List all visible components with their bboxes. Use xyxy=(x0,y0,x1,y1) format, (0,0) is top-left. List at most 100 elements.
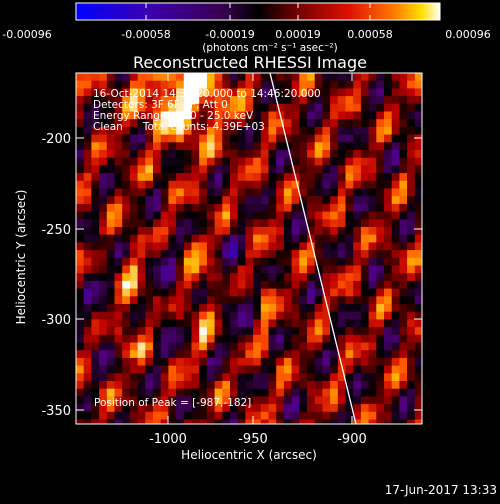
image-pixel xyxy=(99,311,108,320)
image-pixel xyxy=(160,142,169,151)
image-pixel xyxy=(83,373,92,382)
image-pixel xyxy=(183,234,192,243)
image-pixel xyxy=(176,126,185,135)
image-pixel xyxy=(345,296,354,305)
image-pixel xyxy=(191,327,200,336)
image-pixel xyxy=(407,350,416,359)
image-pixel xyxy=(391,150,400,158)
image-pixel xyxy=(268,103,277,112)
image-pixel xyxy=(137,157,146,166)
image-pixel xyxy=(191,96,200,105)
image-pixel xyxy=(145,142,154,151)
image-pixel xyxy=(230,273,238,282)
image-pixel xyxy=(368,173,377,182)
image-pixel xyxy=(245,211,254,220)
image-pixel xyxy=(214,80,223,89)
image-pixel xyxy=(214,150,223,158)
image-pixel xyxy=(314,334,323,343)
image-pixel xyxy=(245,150,254,158)
image-pixel xyxy=(376,396,385,405)
image-pixel xyxy=(407,134,416,143)
image-pixel xyxy=(91,381,100,389)
image-pixel xyxy=(368,365,377,374)
image-pixel xyxy=(368,165,377,174)
image-pixel xyxy=(414,357,422,366)
image-pixel xyxy=(145,203,154,212)
image-pixel xyxy=(407,203,416,212)
image-pixel xyxy=(291,257,300,266)
image-pixel xyxy=(230,350,238,359)
image-pixel xyxy=(299,404,308,413)
image-pixel xyxy=(360,288,369,297)
image-pixel xyxy=(76,404,84,413)
image-pixel xyxy=(153,180,161,189)
image-pixel xyxy=(106,319,115,328)
image-pixel xyxy=(168,273,177,282)
image-pixel xyxy=(322,227,331,235)
image-pixel xyxy=(345,203,354,212)
image-pixel xyxy=(299,319,308,328)
image-pixel xyxy=(399,265,408,274)
image-pixel xyxy=(206,404,215,413)
image-pixel xyxy=(391,319,400,328)
image-pixel xyxy=(91,265,100,274)
image-pixel xyxy=(299,350,308,359)
image-pixel xyxy=(183,334,192,343)
image-pixel xyxy=(368,219,377,228)
image-pixel xyxy=(291,396,300,405)
image-pixel xyxy=(91,219,100,228)
image-pixel xyxy=(230,211,238,220)
image-pixel xyxy=(114,188,123,197)
image-pixel xyxy=(314,280,323,289)
image-pixel xyxy=(106,80,115,89)
image-pixel xyxy=(376,203,385,212)
image-pixel xyxy=(360,381,369,389)
image-pixel xyxy=(299,288,308,297)
image-pixel xyxy=(137,188,146,197)
image-pixel xyxy=(237,396,246,405)
image-pixel xyxy=(99,196,108,205)
image-pixel xyxy=(199,157,208,166)
image-pixel xyxy=(345,157,354,166)
image-pixel xyxy=(160,250,169,259)
image-pixel xyxy=(222,350,231,359)
image-pixel xyxy=(114,88,123,97)
image-pixel xyxy=(222,381,231,389)
image-pixel xyxy=(345,88,354,97)
image-pixel xyxy=(307,119,315,128)
image-pixel xyxy=(122,242,131,251)
image-pixel xyxy=(91,280,100,289)
image-pixel xyxy=(399,203,408,212)
image-pixel xyxy=(253,373,262,382)
image-pixel xyxy=(407,373,416,382)
image-pixel xyxy=(191,411,200,420)
image-pixel xyxy=(283,211,292,220)
image-pixel xyxy=(384,373,392,382)
image-pixel xyxy=(322,304,331,312)
image-pixel xyxy=(106,327,115,336)
image-pixel xyxy=(129,196,138,205)
image-pixel xyxy=(276,80,285,89)
image-pixel xyxy=(76,288,84,297)
image-pixel xyxy=(353,257,362,266)
image-pixel xyxy=(129,73,138,81)
image-pixel xyxy=(384,203,392,212)
image-pixel xyxy=(399,242,408,251)
image-pixel xyxy=(353,73,362,81)
image-pixel xyxy=(407,88,416,97)
image-pixel xyxy=(83,296,92,305)
image-pixel xyxy=(322,250,331,259)
image-pixel xyxy=(322,73,331,81)
image-pixel xyxy=(260,119,269,128)
image-pixel xyxy=(414,304,422,312)
image-pixel xyxy=(360,219,369,228)
image-pixel xyxy=(99,80,108,89)
image-pixel xyxy=(360,242,369,251)
image-pixel xyxy=(283,411,292,420)
image-pixel xyxy=(407,419,416,424)
image-pixel xyxy=(414,388,422,397)
image-pixel xyxy=(330,80,339,89)
image-pixel xyxy=(353,388,362,397)
image-pixel xyxy=(106,134,115,143)
image-pixel xyxy=(137,250,146,259)
